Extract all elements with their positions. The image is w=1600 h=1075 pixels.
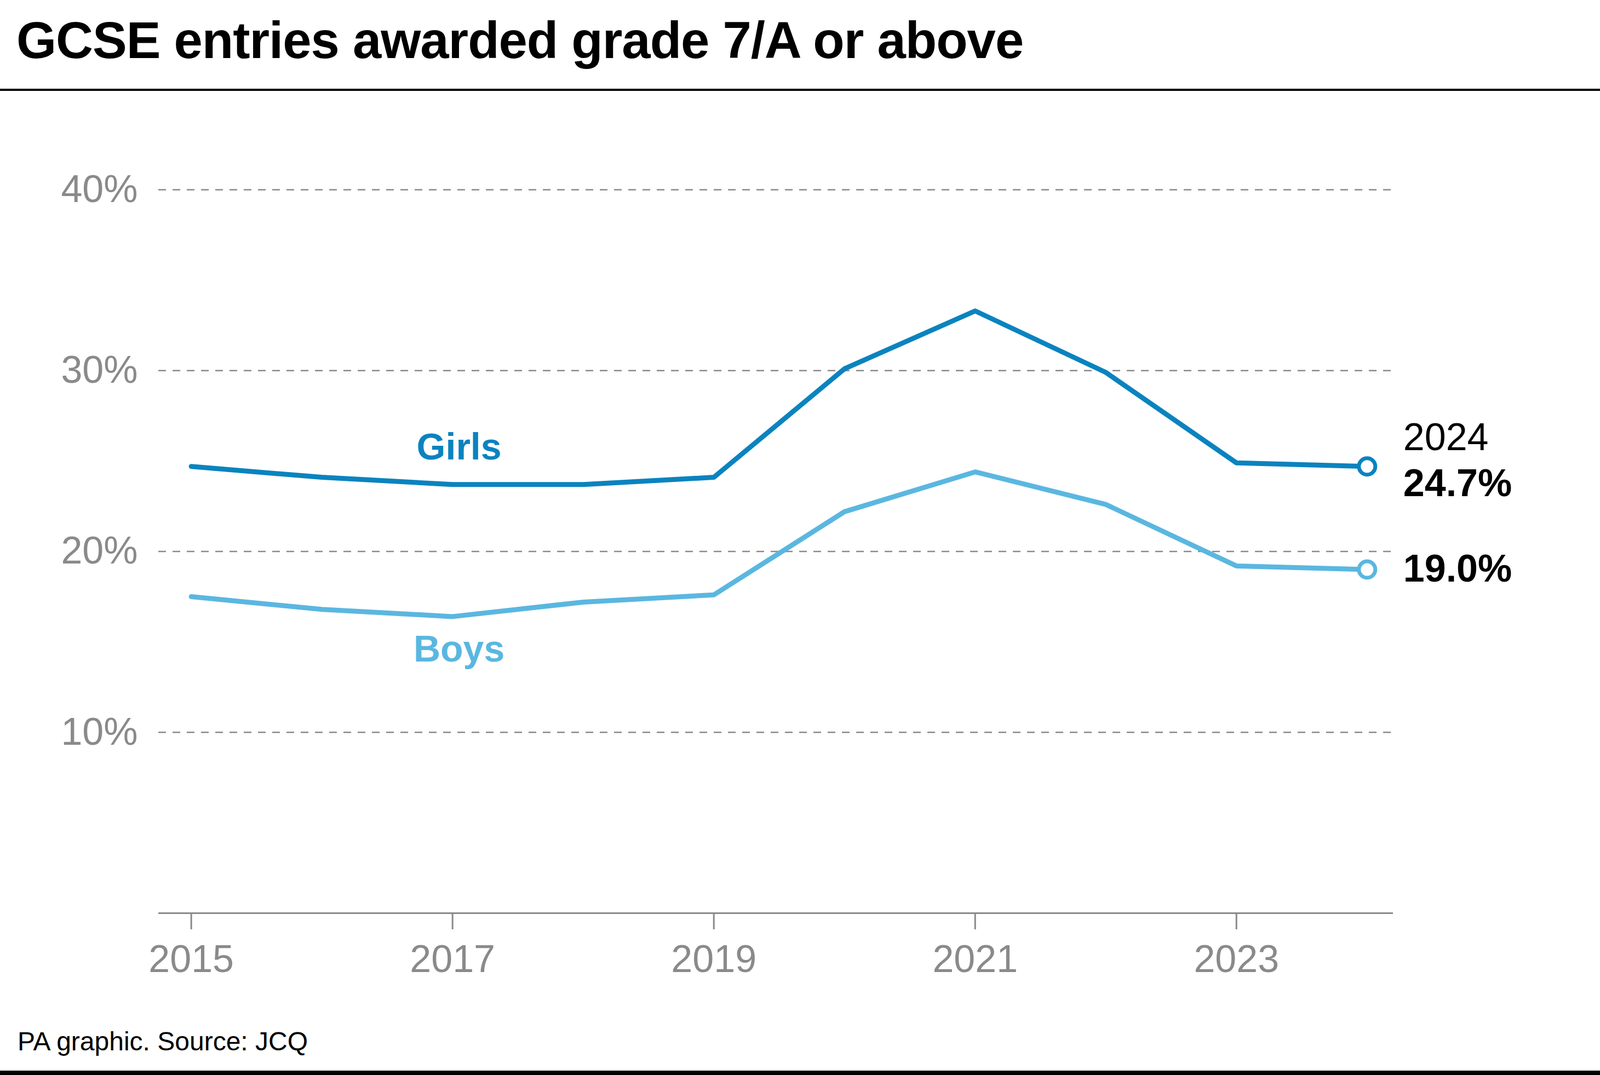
svg-text:10%: 10%	[60, 710, 138, 754]
html-text:GCSE entries awarded grade 7/A: GCSE entries awarded grade 7/A or above	[16, 11, 1024, 70]
svg-text:2023: 2023	[1193, 937, 1280, 981]
svg-text:24.7%: 24.7%	[1403, 461, 1512, 505]
svg-text:Girls: Girls	[416, 425, 502, 468]
svg-text:20%: 20%	[60, 529, 138, 572]
svg-text:2015: 2015	[148, 937, 234, 981]
html-text:PA graphic. Source: JCQ: PA graphic. Source: JCQ	[17, 1027, 308, 1057]
svg-text:19.0%: 19.0%	[1403, 547, 1512, 590]
svg-text:2021: 2021	[932, 937, 1018, 981]
svg-text:Boys: Boys	[413, 627, 505, 670]
svg-text:2024: 2024	[1403, 415, 1489, 459]
svg-text:40%: 40%	[60, 167, 138, 211]
svg-text:2017: 2017	[409, 937, 496, 981]
svg-text:30%: 30%	[60, 348, 138, 392]
svg-text:2019: 2019	[671, 937, 757, 981]
